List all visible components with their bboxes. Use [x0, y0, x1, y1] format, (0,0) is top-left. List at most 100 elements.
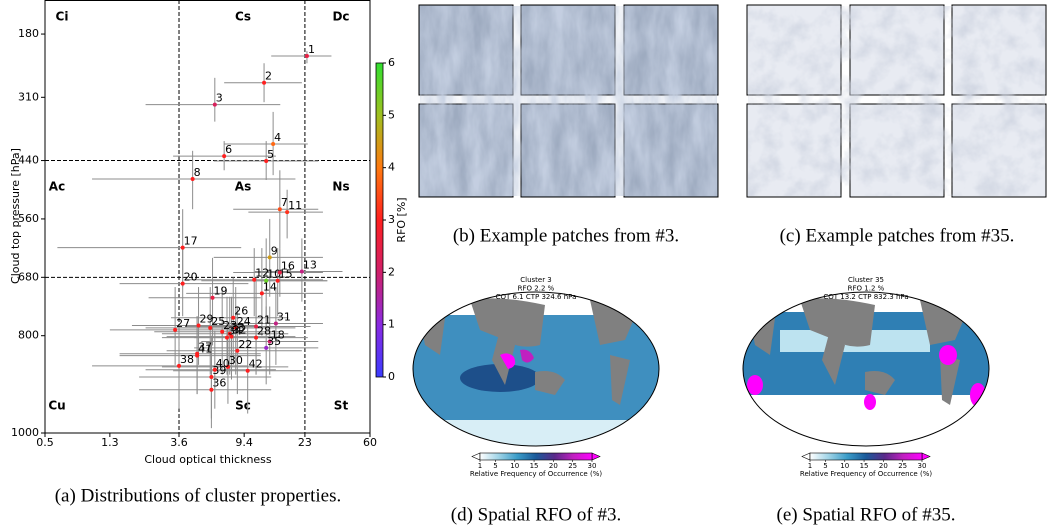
colorbar-tick-label: 5: [388, 108, 395, 121]
cluster-label: 30: [229, 354, 243, 367]
colorbar-tick-label: 1: [478, 462, 482, 470]
colorbar-label: Relative Frequency of Occurrence (%): [470, 470, 602, 478]
caption: (c) Example patches from #35.: [780, 225, 1015, 246]
region-label: Ac: [49, 180, 65, 194]
patches-b: [419, 5, 718, 197]
caption: (d) Spatial RFO of #3.: [451, 504, 621, 525]
figure: (a) Distributions of cluster properties.…: [0, 0, 1053, 531]
region-label: As: [235, 180, 251, 194]
cluster-label: 6: [225, 143, 232, 156]
colorbar-tick-label: 6: [388, 56, 395, 69]
cluster-label: 38: [180, 353, 194, 366]
colorbar-tick-label: 4: [388, 161, 395, 174]
colorbar: [480, 453, 592, 460]
x-tick-label: 3.6: [170, 436, 188, 449]
cluster-label: 20: [184, 271, 198, 284]
colorbar-extend: [802, 453, 810, 460]
cluster-label: 11: [288, 199, 302, 212]
colorbar-label: Relative Frequency of Occurrence (%): [800, 470, 932, 478]
y-tick-label: 800: [18, 329, 39, 342]
cluster-label: 5: [267, 148, 274, 161]
x-tick-label: 23: [298, 436, 312, 449]
colorbar-label: RFO [%]: [395, 197, 408, 242]
colorbar: [810, 453, 922, 460]
colorbar-tick-label: 25: [898, 462, 907, 470]
map-d: [410, 290, 662, 450]
caption: (b) Example patches from #3.: [453, 225, 679, 246]
colorbar: [376, 63, 383, 377]
region-label: Ns: [332, 180, 349, 194]
cluster-label: 34: [228, 325, 242, 338]
cluster-label: 2: [265, 70, 272, 83]
x-tick-label: 9.4: [235, 436, 253, 449]
cluster-label: 19: [214, 285, 228, 298]
x-tick-label: 60: [363, 436, 377, 449]
region-label: Cs: [235, 10, 251, 24]
cluster-label: 3: [216, 92, 223, 105]
y-tick-label: 560: [18, 212, 39, 225]
caption: (e) Spatial RFO of #35.: [777, 504, 956, 525]
colorbar-tick-label: 0: [388, 370, 395, 383]
cluster-label: 41: [198, 343, 212, 356]
y-tick-label: 440: [18, 154, 39, 167]
map-e: [740, 290, 992, 450]
colorbar-tick-label: 2: [388, 265, 395, 278]
cluster-label: 12: [255, 267, 269, 280]
cluster-label: 8: [194, 166, 201, 179]
map-title: RFO 1.2 %: [848, 285, 885, 293]
cluster-label: 26: [234, 305, 248, 318]
colorbar-tick-label: 10: [510, 462, 519, 470]
caption: (a) Distributions of cluster properties.: [55, 485, 342, 506]
region-label: Ci: [56, 10, 69, 24]
map-title: COT 13.2 CTP 832.3 hPa: [823, 293, 908, 301]
colorbar-tick-label: 30: [918, 462, 927, 470]
patches-c: [747, 5, 1046, 197]
cluster-label: 7: [281, 196, 288, 209]
colorbar-tick-label: 25: [568, 462, 577, 470]
cluster-label: 17: [184, 235, 198, 248]
colorbar-tick-label: 5: [823, 462, 827, 470]
colorbar-tick-label: 1: [388, 318, 395, 331]
cluster-label: 36: [212, 377, 226, 390]
map-title: RFO 2.2 %: [518, 285, 555, 293]
cluster-label: 29: [200, 312, 214, 325]
colorbar-tick-label: 15: [860, 462, 869, 470]
map-title: Cluster 3: [520, 276, 552, 284]
cluster-label: 42: [249, 358, 263, 371]
colorbar-tick-label: 1: [808, 462, 812, 470]
cluster-label: 13: [303, 258, 317, 271]
cluster-label: 9: [271, 244, 278, 257]
cluster-label: 16: [281, 259, 295, 272]
cluster-label: 22: [238, 338, 252, 351]
y-tick-label: 1000: [11, 426, 39, 439]
colorbar-tick-label: 10: [840, 462, 849, 470]
cluster-label: 4: [274, 131, 281, 144]
colorbar-tick-label: 20: [549, 462, 558, 470]
y-tick-label: 310: [18, 90, 39, 103]
y-tick-label: 680: [18, 270, 39, 283]
region-label: St: [334, 399, 349, 413]
cluster-label: 40: [216, 357, 230, 370]
region-label: Dc: [332, 10, 349, 24]
colorbar-tick-label: 3: [388, 213, 395, 226]
region-label: Sc: [235, 399, 251, 413]
colorbar-extend: [472, 453, 480, 460]
colorbar-extend: [922, 453, 930, 460]
map-title: COT 6.1 CTP 324.6 hPa: [496, 293, 577, 301]
region-label: Cu: [48, 399, 65, 413]
cluster-label: 1: [308, 43, 315, 56]
cluster-label: 35: [267, 335, 281, 348]
cluster-label: 14: [263, 280, 277, 293]
colorbar-extend: [592, 453, 600, 460]
colorbar-tick-label: 20: [879, 462, 888, 470]
x-axis-label: Cloud optical thickness: [144, 453, 272, 466]
colorbar-tick-label: 5: [493, 462, 497, 470]
cluster-label: 27: [176, 317, 190, 330]
y-tick-label: 180: [18, 27, 39, 40]
x-tick-label: 1.3: [101, 436, 119, 449]
plot-frame: [45, 1, 370, 434]
cluster-label: 31: [277, 311, 291, 324]
colorbar-tick-label: 15: [530, 462, 539, 470]
map-title: Cluster 35: [848, 276, 884, 284]
colorbar-tick-label: 30: [588, 462, 597, 470]
